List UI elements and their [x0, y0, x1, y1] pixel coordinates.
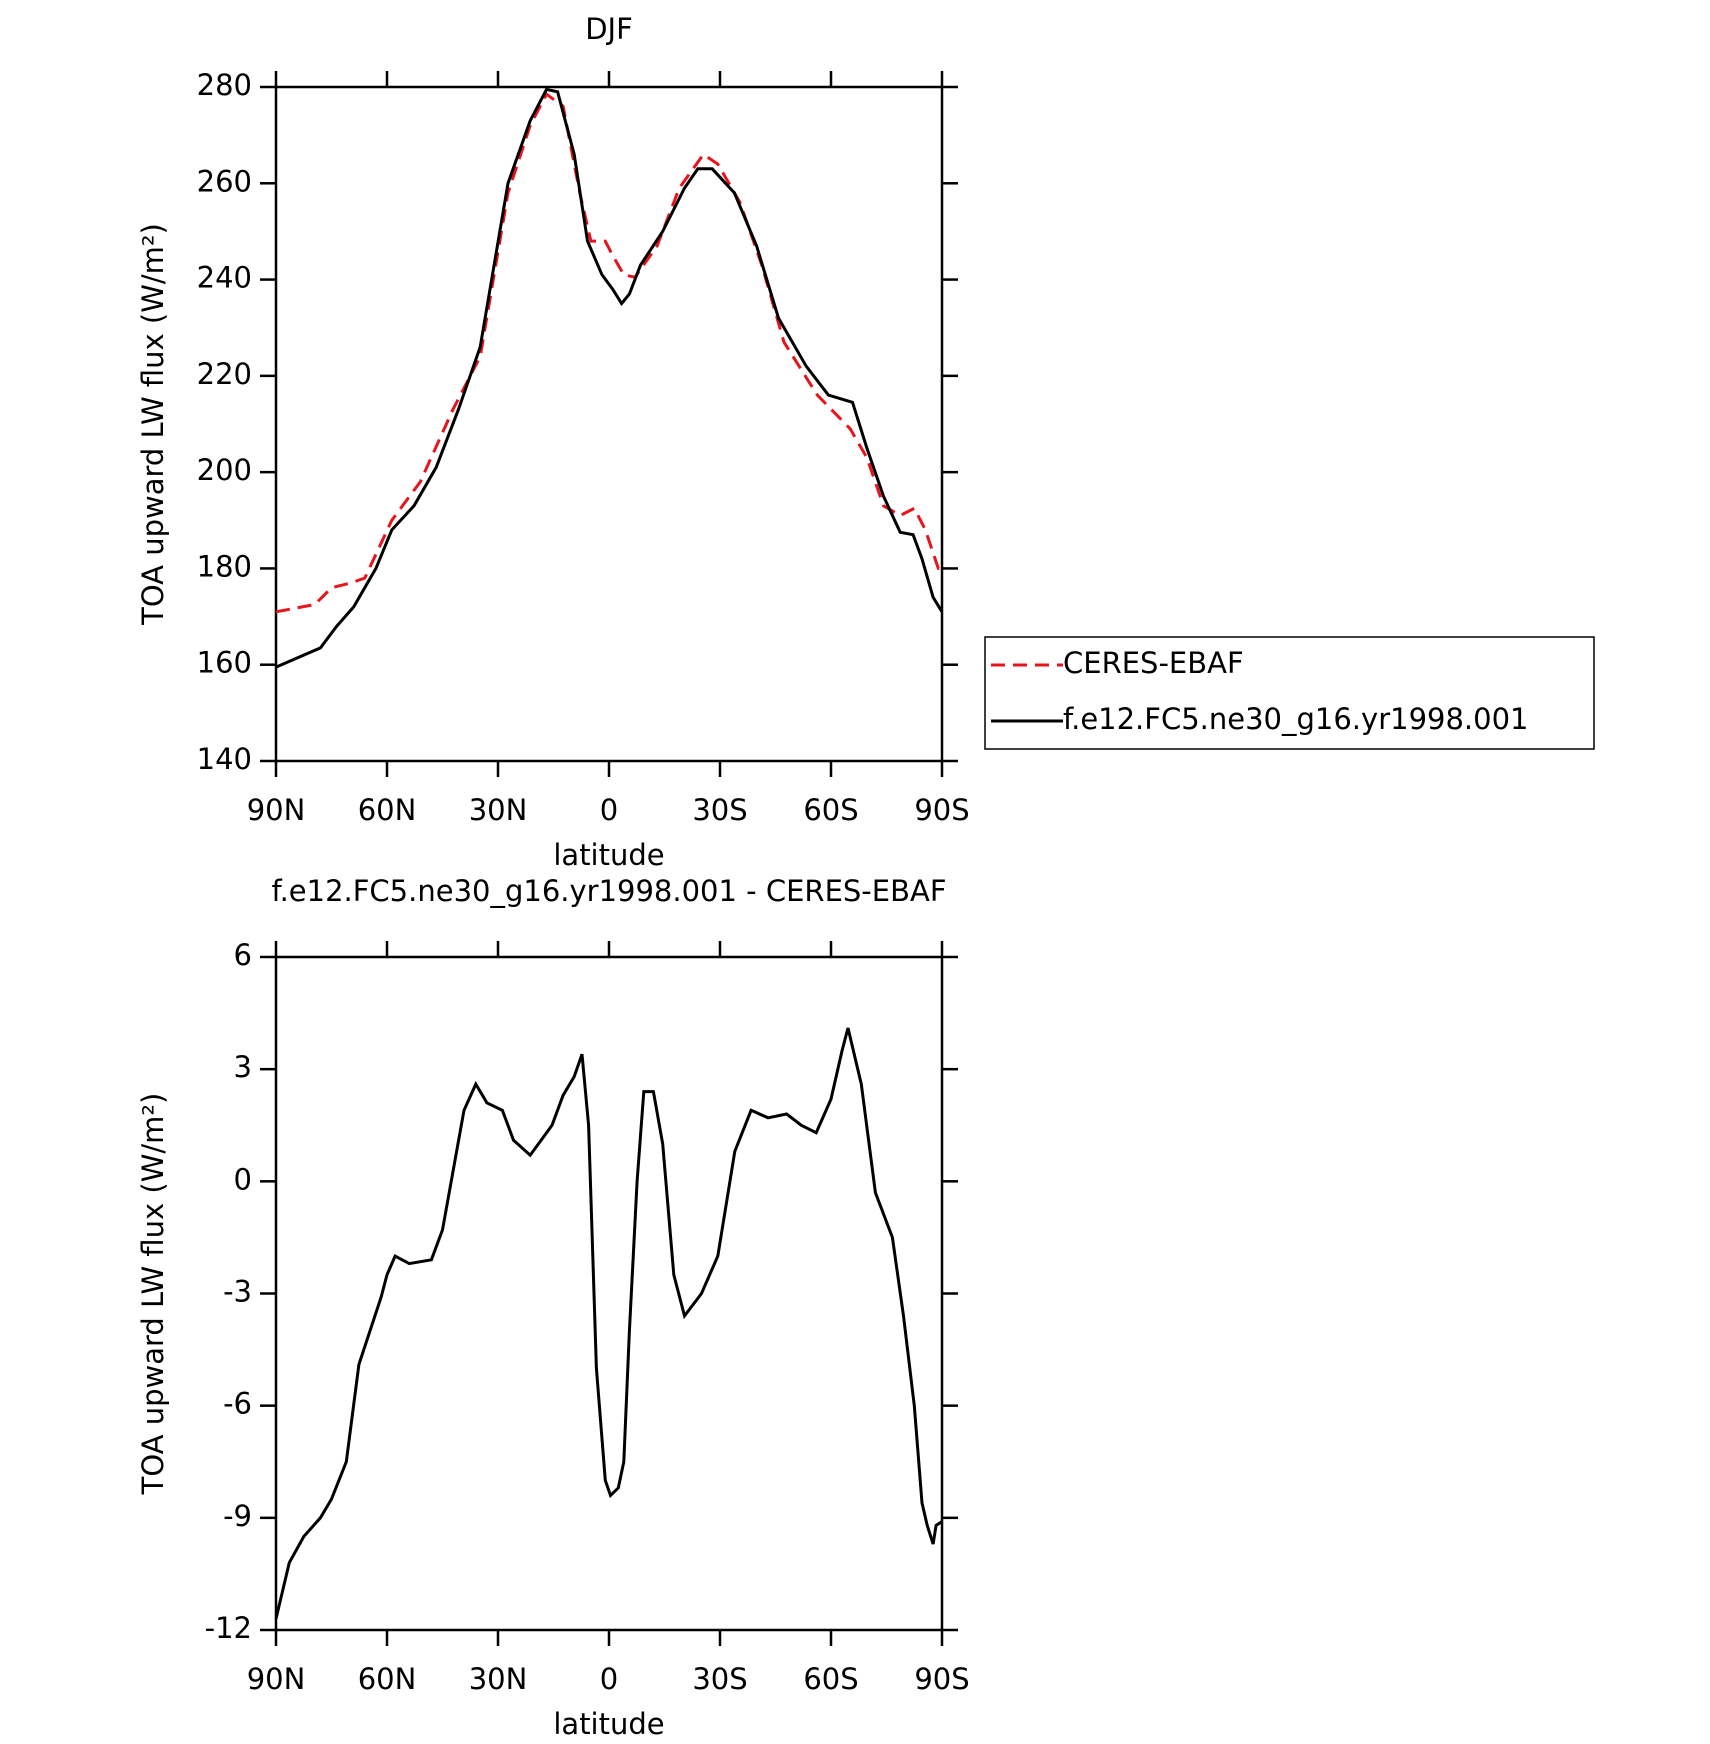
- x-tick-label: 90N: [247, 793, 306, 827]
- x-tick-label: 60S: [803, 1662, 858, 1696]
- y-tick-label: 180: [197, 549, 252, 583]
- chart-title: f.e12.FC5.ne30_g16.yr1998.001 - CERES-EB…: [271, 874, 946, 908]
- y-tick-label: 260: [197, 164, 252, 198]
- y-tick-label: -3: [223, 1275, 252, 1309]
- line-series: [275, 87, 944, 669]
- x-tick-label: 30N: [469, 793, 528, 827]
- x-tick-label: 90S: [914, 793, 969, 827]
- x-tick-label: 60S: [803, 793, 858, 827]
- y-tick-label: 140: [197, 742, 252, 776]
- y-axis-label: TOA upward LW flux (W/m²): [136, 1093, 170, 1496]
- y-tick-label: 280: [197, 68, 252, 102]
- x-axis-label: latitude: [553, 838, 664, 872]
- x-tick-label: 90N: [247, 1662, 306, 1696]
- y-tick-label: 240: [197, 261, 252, 295]
- x-axis-label: latitude: [553, 1707, 664, 1740]
- y-tick-label: -9: [223, 1499, 252, 1533]
- y-tick-label: 220: [197, 357, 252, 391]
- y-tick-label: 160: [197, 646, 252, 680]
- x-tick-label: 0: [600, 793, 618, 827]
- legend-label: CERES-EBAF: [1063, 646, 1244, 680]
- legend-label: f.e12.FC5.ne30_g16.yr1998.001: [1063, 702, 1529, 736]
- x-tick-label: 90S: [914, 1662, 969, 1696]
- y-tick-label: 3: [234, 1050, 252, 1084]
- line-series: [275, 91, 942, 614]
- x-tick-label: 60N: [358, 1662, 417, 1696]
- plot-frame: [274, 85, 944, 763]
- legend-box: [984, 636, 1595, 750]
- line-series: [274, 1027, 943, 1620]
- plot-frame: [274, 955, 944, 1632]
- y-tick-label: 0: [234, 1162, 252, 1196]
- x-tick-label: 30S: [692, 793, 747, 827]
- y-tick-label: 6: [234, 938, 252, 972]
- chart-title: DJF: [585, 12, 633, 46]
- x-tick-label: 0: [600, 1662, 618, 1696]
- x-tick-label: 30S: [692, 1662, 747, 1696]
- x-tick-label: 60N: [358, 793, 417, 827]
- y-axis-label: TOA upward LW flux (W/m²): [136, 223, 170, 626]
- y-tick-label: -12: [205, 1611, 252, 1645]
- y-tick-label: -6: [223, 1387, 252, 1421]
- y-tick-label: 200: [197, 453, 252, 487]
- x-tick-label: 30N: [469, 1662, 528, 1696]
